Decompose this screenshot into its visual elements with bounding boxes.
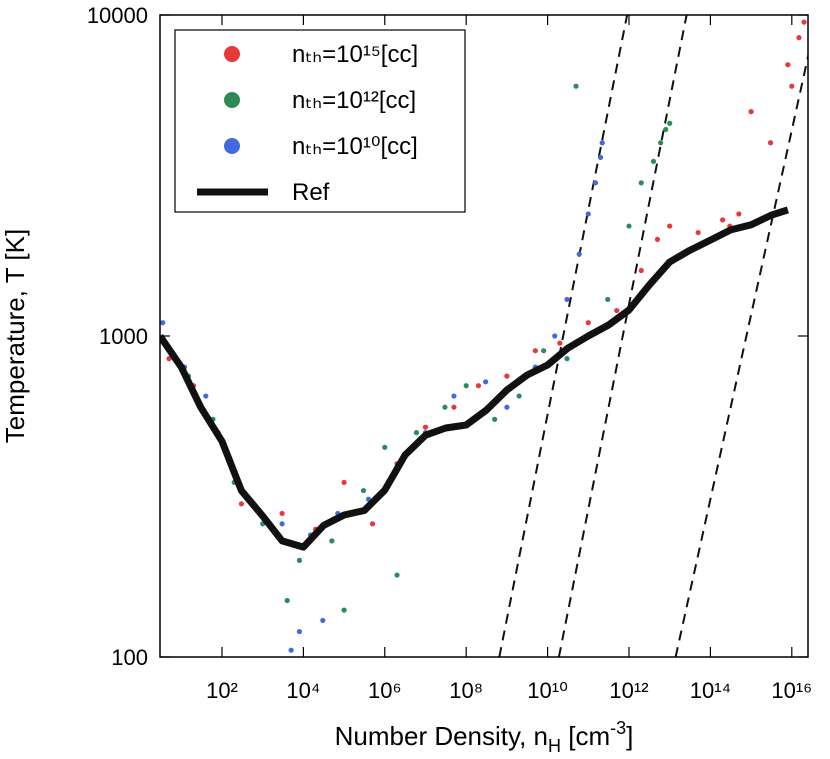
data-point [203,393,209,399]
data-point [650,158,657,164]
data-point [296,557,303,563]
legend-box [174,29,466,213]
data-point [557,340,563,346]
x-tick-label: 10⁴ [286,678,320,703]
data-point [626,223,632,229]
guide-line [498,15,629,657]
data-point [492,416,498,422]
legend-swatch [224,138,240,154]
data-point [463,383,469,389]
data-point [576,251,582,257]
data-point [767,140,774,146]
data-point [638,267,644,274]
data-point [614,307,620,314]
legend-swatch [224,46,240,62]
legend-label: nₜₕ=10¹²[cc] [292,87,416,114]
data-point [532,348,538,354]
data-point [329,538,335,544]
data-point [369,521,376,527]
plot-area [160,15,808,657]
y-axis-label: Temperature, T [K] [0,229,30,443]
data-point [720,217,726,223]
data-point [667,223,673,229]
data-point [475,383,482,389]
data-point [564,356,570,362]
legend-label: nₜₕ=10¹⁵[cc] [292,41,418,68]
data-point [638,180,644,186]
data-point [605,296,611,303]
x-axis-label: Number Density, nH [cm-3] [335,718,634,756]
data-point [667,120,673,126]
data-point [785,62,791,68]
x-tick-label: 10¹⁶ [771,678,812,703]
y-tick-label: 100 [111,645,148,670]
data-point [654,236,661,242]
data-point [585,320,591,326]
y-tick-label: 1000 [99,324,148,349]
x-tick-label: 10² [206,678,238,703]
data-point [736,211,742,217]
data-point [801,19,807,25]
legend-swatch [224,92,240,108]
x-label-sub: H [548,736,561,756]
x-label-end: ] [626,721,633,751]
data-point [394,572,400,578]
data-point [284,597,290,604]
x-label-text: Number Density, n [335,721,548,751]
data-point [451,393,457,399]
data-point [296,628,303,635]
data-point [238,501,245,507]
data-point [422,424,429,430]
x-tick-label: 10⁸ [449,678,483,703]
x-tick-label: 10¹⁴ [690,678,731,703]
data-point [592,180,599,186]
data-point [413,430,420,436]
data-point [382,444,388,450]
data-point [279,521,285,527]
data-point [341,479,347,485]
data-point [504,373,510,379]
data-point [789,83,795,89]
data-point [597,154,604,161]
legend: nₜₕ=10¹⁵[cc] nₜₕ=10¹²[cc] nₜₕ=10¹⁰[cc] Ref [174,29,466,213]
data-point [442,404,448,410]
data-point [341,607,347,613]
data-point [483,379,489,385]
x-label-sup: -3 [610,718,626,738]
data-point [320,617,326,624]
data-point [573,83,579,89]
x-tick-label: 10¹² [609,678,648,703]
legend-label: nₜₕ=10¹⁰[cc] [292,133,418,160]
data-point [516,393,522,399]
guide-line [674,52,808,657]
x-tick-label: 10⁶ [368,678,402,703]
data-point [748,109,754,115]
data-point [279,510,285,517]
y-tick-label: 10000 [87,3,148,28]
data-point [552,333,558,339]
data-point [541,348,547,354]
data-point [160,320,166,326]
data-point [288,647,294,653]
data-point [663,126,669,133]
legend-label: Ref [292,179,330,206]
data-point [796,35,802,41]
data-point [564,296,570,303]
x-tick-label: 10¹⁰ [527,678,568,703]
data-point [695,229,701,236]
guide-line [557,15,688,657]
data-point [360,487,367,494]
data-point [599,140,605,146]
data-point [166,356,172,362]
data-point [451,404,457,410]
data-point [585,211,591,217]
data-point [658,140,664,146]
x-label-unit: [cm [561,721,610,751]
ref-line [160,206,789,551]
data-point [504,404,510,410]
